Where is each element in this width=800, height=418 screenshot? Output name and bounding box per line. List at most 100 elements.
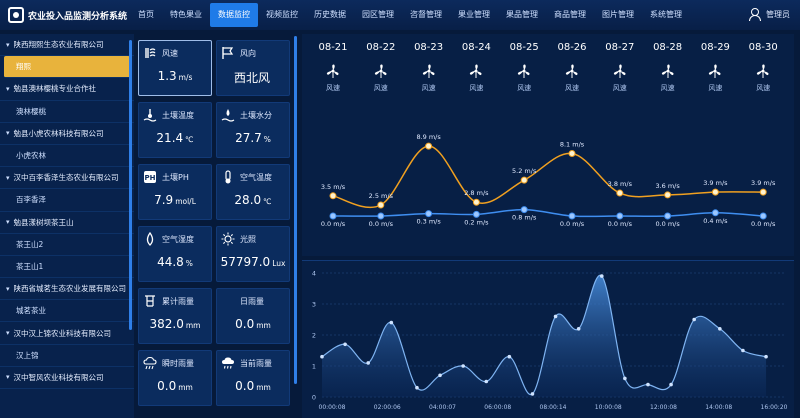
tree-leaf[interactable]: 澳林樱桃 <box>0 101 134 123</box>
tree-leaf[interactable]: 小虎农林 <box>0 145 134 168</box>
nav-item[interactable]: 系统管理 <box>650 10 682 19</box>
nav-item[interactable]: 商品管理 <box>554 10 586 19</box>
data-point[interactable] <box>520 176 528 184</box>
data-point[interactable] <box>711 209 719 217</box>
area-fill <box>322 275 767 397</box>
sensor-card[interactable]: PH 土壤PH 7.9 mol/L <box>138 164 212 220</box>
tree-group[interactable]: 陕西省城茗生态农业发展有限公司 <box>0 278 134 301</box>
data-label: 0.3 m/s <box>416 218 441 226</box>
card-label: 空气湿度 <box>162 234 194 244</box>
tree-group[interactable]: 汉中百李香泽生态农业有限公司 <box>0 167 134 190</box>
area-point[interactable] <box>646 382 650 387</box>
area-point[interactable] <box>669 382 673 387</box>
sensor-card[interactable]: 日雨量 0.0 mm <box>216 288 290 344</box>
area-point[interactable] <box>718 327 722 331</box>
sensor-card[interactable]: 风向 西北风 <box>216 40 290 96</box>
sensor-card[interactable]: 瞬时雨量 0.0 mm <box>138 350 212 406</box>
nav-item[interactable]: 视频监控 <box>266 10 298 19</box>
data-point[interactable] <box>425 210 433 218</box>
area-point[interactable] <box>461 364 465 368</box>
data-point[interactable] <box>472 210 480 218</box>
nav-item[interactable]: 果业管理 <box>458 10 490 19</box>
forecast-date: 08-29 <box>700 42 730 53</box>
tree-leaf[interactable]: 翔熙 <box>4 56 130 79</box>
data-point[interactable] <box>664 191 672 199</box>
area-point[interactable] <box>576 327 581 331</box>
data-point[interactable] <box>377 201 385 209</box>
sensor-card[interactable]: 累计雨量 382.0 mm <box>138 288 212 344</box>
area-point[interactable] <box>623 376 627 381</box>
x-tick-label: 06:00:08 <box>484 404 511 411</box>
area-point[interactable] <box>741 348 745 353</box>
tree-group[interactable]: 勉县澳林樱桃专业合作社 <box>0 78 134 101</box>
area-point[interactable] <box>764 354 768 359</box>
tree-group[interactable]: 陕西翔熙生态农业有限公司 <box>0 34 134 57</box>
y-tick-label: 2 <box>312 332 316 340</box>
main-nav: 首页 特色果业 数据监控 视频监控 历史数据 园区管理 咨督管理 果业管理 果品管理 商品管理 图片… <box>130 0 690 30</box>
area-point[interactable] <box>415 385 419 390</box>
area-point[interactable] <box>692 317 696 322</box>
forecast-date: 08-27 <box>605 42 635 53</box>
area-point[interactable] <box>599 274 604 278</box>
cards-scrollbar[interactable] <box>294 36 297 384</box>
value-number: 57797.0 <box>220 255 271 269</box>
tree-leaf[interactable]: 茶王山2 <box>0 234 134 256</box>
area-point[interactable] <box>366 361 370 365</box>
data-point[interactable] <box>711 188 719 196</box>
data-point[interactable] <box>329 192 337 200</box>
tree-leaf[interactable]: 茶王山1 <box>0 256 134 279</box>
card-label: 日雨量 <box>240 296 264 306</box>
area-point[interactable] <box>530 392 535 396</box>
area-point[interactable] <box>389 320 394 325</box>
data-point[interactable] <box>759 212 767 220</box>
nav-item[interactable]: 历史数据 <box>314 10 346 19</box>
data-point[interactable] <box>520 206 528 214</box>
nav-item[interactable]: 特色果业 <box>170 10 202 19</box>
sensor-card[interactable]: 空气湿度 44.8% <box>138 226 212 282</box>
nav-item[interactable]: 图片管理 <box>602 10 634 19</box>
tree-leaf[interactable]: 汉上锦 <box>0 345 134 367</box>
tree-group[interactable]: 汉中汉上锦农业科技有限公司 <box>0 322 134 345</box>
sensor-card[interactable]: 土壤水分 27.7% <box>216 102 290 158</box>
sensor-card[interactable]: 风速 1.3 m/s <box>138 40 212 96</box>
tree-group[interactable]: 勉县漾树坝茶王山 <box>0 212 134 234</box>
area-point[interactable] <box>507 354 512 359</box>
data-point[interactable] <box>616 212 624 220</box>
sensor-card[interactable]: 光照 57797.0 Lux <box>216 226 290 282</box>
value-unit: % <box>263 135 271 144</box>
data-point[interactable] <box>425 142 433 150</box>
tree-leaf[interactable]: 百李香泽 <box>0 189 134 212</box>
area-point[interactable] <box>553 314 558 319</box>
soil-moisture-icon <box>221 108 235 122</box>
sensor-card[interactable]: 当前雨量 0.0 mm <box>216 350 290 406</box>
tree-group[interactable]: 勉县小虎农林科技有限公司 <box>0 123 134 145</box>
nav-item[interactable]: 数据监控 <box>210 3 258 27</box>
nav-item[interactable]: 果品管理 <box>506 10 538 19</box>
data-point[interactable] <box>329 212 337 220</box>
sidebar-scrollbar[interactable] <box>129 40 132 330</box>
nav-item[interactable]: 园区管理 <box>362 10 394 19</box>
data-point[interactable] <box>568 149 576 157</box>
sensor-card[interactable]: 土壤温度 21.4 ℃ <box>138 102 212 158</box>
nav-item[interactable]: 首页 <box>138 10 154 19</box>
tree-group[interactable]: 汉中智风农业科技有限公司 <box>0 367 134 389</box>
area-point[interactable] <box>343 342 347 347</box>
area-point[interactable] <box>438 373 442 378</box>
sensor-card[interactable]: 空气温度 28.0 ℃ <box>216 164 290 220</box>
area-point[interactable] <box>484 379 489 384</box>
data-point[interactable] <box>377 212 385 220</box>
data-point[interactable] <box>759 188 767 196</box>
forecast-date: 08-26 <box>557 42 587 53</box>
tree-leaf[interactable]: 城茗茶业 <box>0 300 134 323</box>
area-point[interactable] <box>320 354 324 359</box>
data-point[interactable] <box>616 189 624 197</box>
data-point[interactable] <box>664 212 672 220</box>
card-label: 瞬时雨量 <box>162 358 194 368</box>
data-point[interactable] <box>472 198 480 206</box>
data-label: 2.8 m/s <box>464 189 489 197</box>
user-menu[interactable]: 管理员 <box>748 8 790 21</box>
data-point[interactable] <box>568 212 576 220</box>
data-label: 0.0 m/s <box>608 220 633 228</box>
nav-item[interactable]: 咨督管理 <box>410 10 442 19</box>
data-label: 0.0 m/s <box>321 220 346 228</box>
